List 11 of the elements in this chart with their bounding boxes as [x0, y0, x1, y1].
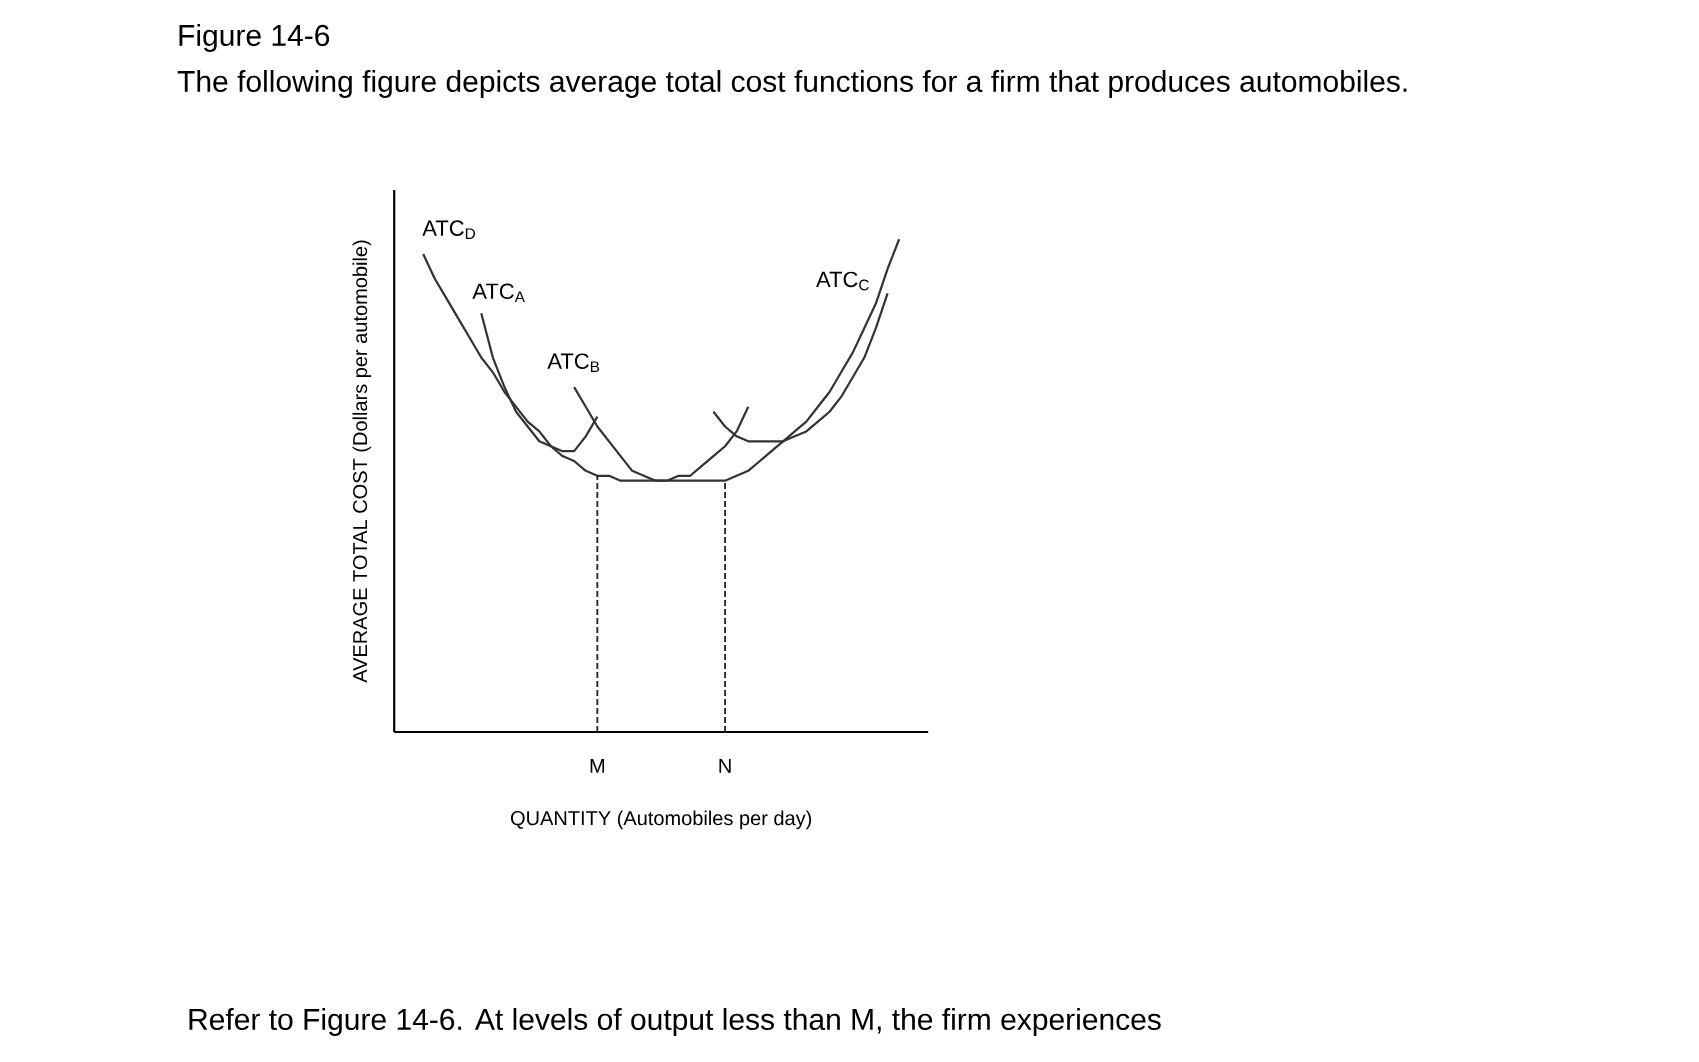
chart-subtitle: The following figure depicts average total cost functions for a firm that produces automobiles.	[177, 70, 1407, 98]
x-tick-label: M	[590, 759, 605, 773]
chart-title: Figure 14-6	[179, 24, 330, 52]
x-tick-label: N	[719, 759, 731, 773]
text: Refer to Figure 14-6. At levels of output less than M, the firm experiences	[189, 1008, 1161, 1036]
series-label: ATC$_{D}$	[422, 220, 476, 239]
series-label: ATC$_{A}$	[472, 283, 525, 303]
x-axis-title: QUANTITY (Automobiles per day)	[510, 810, 812, 830]
series-label: ATC$_{B}$	[547, 353, 600, 373]
series-label: ATC$_{C}$	[816, 271, 869, 291]
y-axis-title: AVERAGE TOTAL COST (Dollars per automobile)	[352, 240, 372, 683]
